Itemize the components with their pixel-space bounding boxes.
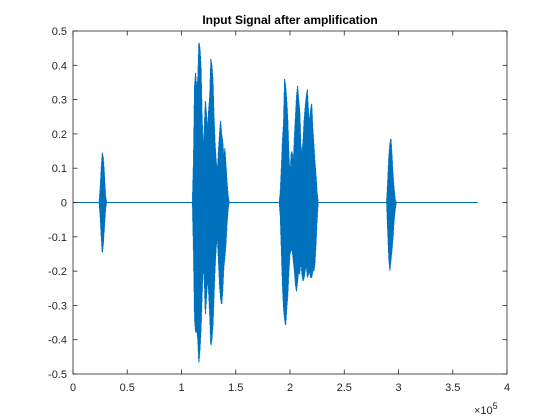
y-tick-label: -0.2 — [48, 266, 67, 278]
y-tick-label: 0.3 — [52, 95, 67, 107]
y-tick-label: -0.1 — [48, 232, 67, 244]
x-tick-label: 1.5 — [228, 382, 243, 394]
x-tick-labels: 0 0.5 1 1.5 2 2.5 3 3.5 4 — [70, 382, 510, 394]
y-tick-label: 0.4 — [52, 60, 67, 72]
y-tick-label: -0.5 — [48, 369, 67, 381]
x-exponent-power: 5 — [493, 401, 498, 411]
x-tick-label: 4 — [504, 382, 510, 394]
chart-title: Input Signal after amplification — [202, 13, 377, 27]
y-tick-label: 0 — [61, 198, 67, 210]
x-tick-label: 3 — [395, 382, 401, 394]
axis-ticks — [72, 30, 508, 375]
y-tick-label: 0.1 — [52, 163, 67, 175]
x-tick-label: 3.5 — [445, 382, 460, 394]
x-tick-label: 1 — [178, 382, 184, 394]
y-tick-label: 0.5 — [52, 26, 67, 38]
x-exponent-label: ×105 — [474, 401, 498, 417]
signal-series — [73, 43, 478, 363]
y-tick-label: -0.4 — [48, 335, 67, 347]
y-tick-label: -0.3 — [48, 300, 67, 312]
y-tick-labels: -0.5 -0.4 -0.3 -0.2 -0.1 0 0.1 0.2 0.3 0.4 0.5 — [48, 26, 67, 381]
x-exponent-base: ×10 — [474, 405, 493, 417]
y-tick-label: 0.2 — [52, 129, 67, 141]
signal-line — [98, 43, 397, 363]
x-tick-label: 0 — [70, 382, 76, 394]
x-tick-label: 2.5 — [337, 382, 352, 394]
x-tick-label: 2 — [287, 382, 293, 394]
x-tick-label: 0.5 — [120, 382, 135, 394]
